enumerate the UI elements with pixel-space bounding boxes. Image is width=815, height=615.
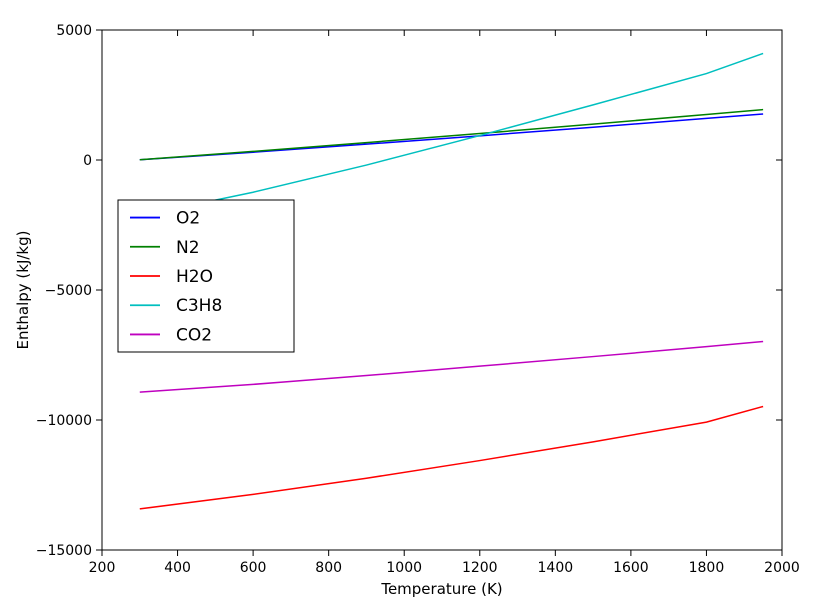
- y-tick-label: −5000: [45, 283, 92, 299]
- x-tick-label: 1800: [689, 560, 725, 576]
- legend-label-N2: N2: [176, 238, 200, 258]
- x-tick-label: 2000: [764, 560, 800, 576]
- x-tick-label: 800: [315, 560, 342, 576]
- y-tick-label: 5000: [56, 23, 92, 39]
- x-tick-label: 1000: [386, 560, 422, 576]
- enthalpy-chart: 200 400 600 800 1000 1200 1400 1600 1800 2000 −150…: [0, 0, 815, 615]
- y-axis-label: Enthalpy (kJ/kg): [14, 231, 32, 350]
- x-tick-label: 1200: [462, 560, 498, 576]
- legend-label-CO2: CO2: [176, 325, 212, 345]
- y-tick-label: −15000: [36, 543, 92, 559]
- x-axis-label: Temperature (K): [380, 580, 502, 598]
- x-tick-label: 200: [89, 560, 116, 576]
- series-C3H8: [140, 53, 763, 216]
- x-tick-label: 1600: [613, 560, 649, 576]
- x-tick-label: 1400: [538, 560, 574, 576]
- legend-label-H2O: H2O: [176, 267, 213, 287]
- x-tick-label: 400: [164, 560, 191, 576]
- legend-label-O2: O2: [176, 209, 200, 229]
- chart-container: 200 400 600 800 1000 1200 1400 1600 1800 2000 −150…: [0, 0, 815, 615]
- y-tick-label: 0: [83, 153, 92, 169]
- series-N2: [140, 110, 763, 160]
- x-tick-label: 600: [240, 560, 267, 576]
- series-H2O: [140, 406, 763, 508]
- legend-label-C3H8: C3H8: [176, 296, 222, 316]
- y-tick-label: −10000: [36, 413, 92, 429]
